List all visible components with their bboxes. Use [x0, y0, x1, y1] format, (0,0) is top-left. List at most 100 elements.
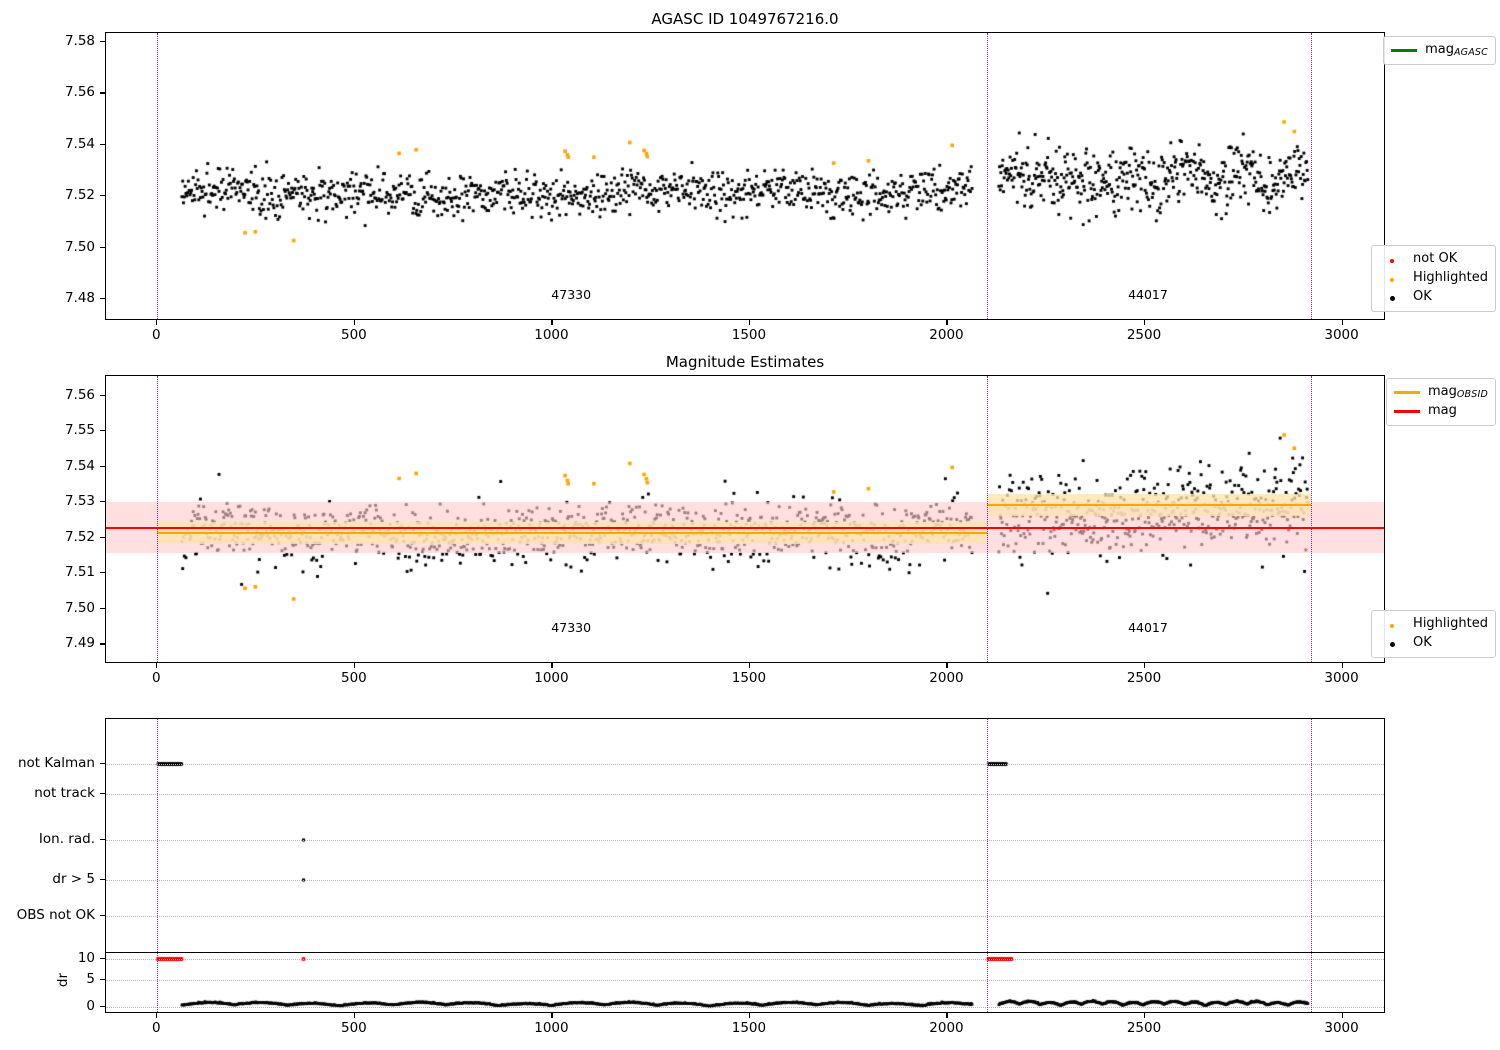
legend-entry-label: Highlighted — [1413, 616, 1488, 631]
x-tick-label: 500 — [340, 327, 367, 343]
flag-gridline — [106, 916, 1384, 917]
panel-flags-dr — [105, 718, 1385, 1013]
x-tick-mark — [748, 663, 751, 668]
mag-obsid-line — [986, 503, 1311, 507]
x-tick-mark — [946, 1013, 948, 1018]
legend-entry: Highlighted — [1379, 615, 1488, 634]
x-tick-label: 2500 — [1126, 1020, 1162, 1036]
y-tick-mark — [100, 1006, 105, 1008]
panel3-axes — [105, 718, 1385, 1013]
legend-entry-label: OK — [1413, 288, 1432, 304]
x-tick-mark — [353, 1013, 355, 1018]
x-tick-label: 1000 — [534, 327, 569, 343]
y-tick-label: 5 — [86, 971, 95, 987]
obsid-divider-line — [1310, 719, 1312, 1012]
y-tick-label: 7.50 — [64, 238, 95, 255]
mag-lines-legend[interactable]: magOBSID mag — [1385, 378, 1496, 426]
x-tick-label: 3000 — [1324, 670, 1359, 686]
y-tick-label: 7.52 — [64, 528, 95, 545]
panel-magnitude-top — [105, 32, 1385, 320]
y-tick-mark — [100, 879, 105, 881]
y-tick-label: 7.55 — [64, 422, 95, 439]
flag-gridline — [106, 840, 1384, 841]
y-tick-mark — [100, 643, 105, 645]
y-tick-mark — [100, 298, 105, 300]
legend-subscript: OBSID — [1456, 389, 1488, 401]
status-legend-2[interactable]: Highlighted OK — [1371, 610, 1496, 658]
obsid-divider-line — [157, 719, 159, 1012]
y-tick-mark — [100, 246, 105, 248]
y-tick-mark — [100, 143, 105, 145]
x-tick-label: 3000 — [1324, 1020, 1359, 1036]
flag-gridline — [106, 880, 1384, 881]
legend-entry-label: not OK — [1413, 251, 1458, 266]
legend-dot-wrap — [1379, 253, 1405, 266]
legend-dot-swatch — [1390, 623, 1395, 628]
y-tick-label: 7.51 — [64, 564, 95, 581]
legend-dot-swatch — [1389, 295, 1395, 301]
x-tick-mark — [1144, 663, 1146, 668]
legend-line-swatch — [1393, 391, 1420, 394]
legend-entry-label: magOBSID — [1427, 384, 1488, 401]
y-tick-mark — [100, 958, 105, 960]
y-tick-mark — [100, 979, 105, 981]
y-tick-label: 7.56 — [64, 84, 95, 101]
y-tick-label: 0 — [86, 998, 95, 1014]
x-tick-mark — [748, 1013, 751, 1018]
x-tick-mark — [551, 320, 553, 325]
x-tick-mark — [1144, 1013, 1146, 1018]
flag-gridline — [106, 794, 1384, 795]
x-tick-label: 2500 — [1126, 327, 1162, 343]
x-tick-label: 2500 — [1126, 670, 1162, 686]
legend-line-swatch — [1393, 409, 1420, 413]
y-tick-label: 7.48 — [64, 290, 95, 307]
x-tick-mark — [353, 320, 355, 325]
y-tick-label: 7.52 — [64, 187, 95, 204]
legend-entry: magOBSID — [1393, 383, 1488, 402]
y-tick-label: 7.50 — [64, 599, 95, 616]
obsid-divider-line — [1310, 33, 1312, 319]
legend-dot-wrap — [1379, 637, 1405, 650]
x-tick-label: 1500 — [731, 670, 767, 686]
panel-magnitude-estimates — [105, 375, 1385, 663]
legend-entry-label: mag — [1427, 402, 1457, 418]
y-tick-mark — [100, 92, 105, 94]
legend-entry: Highlighted — [1379, 269, 1488, 288]
x-tick-mark — [946, 663, 948, 668]
y-tick-label: 7.54 — [64, 457, 95, 474]
obsid-divider-line — [986, 33, 988, 319]
mag-reference-line — [106, 526, 1384, 529]
y-tick-mark — [100, 536, 105, 538]
x-tick-mark — [156, 1013, 158, 1018]
x-tick-label: 2000 — [929, 327, 964, 343]
x-tick-mark — [748, 320, 751, 325]
legend-dot-wrap — [1379, 618, 1405, 631]
legend-dot-wrap — [1379, 272, 1405, 285]
x-tick-label: 0 — [152, 327, 161, 343]
y-tick-label: not track — [34, 785, 95, 801]
obsid-divider-line — [157, 376, 159, 662]
mag-agasc-legend[interactable]: magAGASC — [1383, 36, 1496, 65]
y-tick-label: OBS not OK — [16, 907, 95, 923]
y-tick-mark — [100, 465, 105, 467]
y-tick-mark — [100, 394, 105, 396]
legend-entry: not OK — [1379, 250, 1488, 269]
x-tick-mark — [1144, 320, 1146, 325]
y-tick-label: 7.54 — [64, 135, 95, 152]
dr-gridline — [106, 959, 1384, 960]
status-legend[interactable]: not OK Highlighted OK — [1371, 245, 1496, 312]
panel2-title: Magnitude Estimates — [665, 353, 825, 371]
flag-gridline — [106, 764, 1384, 765]
y-tick-label: Ion. rad. — [38, 831, 95, 847]
obsid-divider-line — [986, 719, 988, 1012]
legend-dot-swatch — [1390, 258, 1395, 263]
legend-subscript: AGASC — [1453, 47, 1488, 59]
x-tick-mark — [156, 320, 158, 325]
x-tick-mark — [946, 320, 948, 325]
obsid-divider-line — [986, 376, 988, 662]
panel3-flags-canvas — [106, 719, 1384, 1012]
legend-entry-label: magAGASC — [1425, 42, 1488, 59]
y-tick-mark — [100, 915, 105, 917]
x-tick-label: 1500 — [731, 1020, 767, 1036]
dr-gridline — [106, 1007, 1384, 1008]
